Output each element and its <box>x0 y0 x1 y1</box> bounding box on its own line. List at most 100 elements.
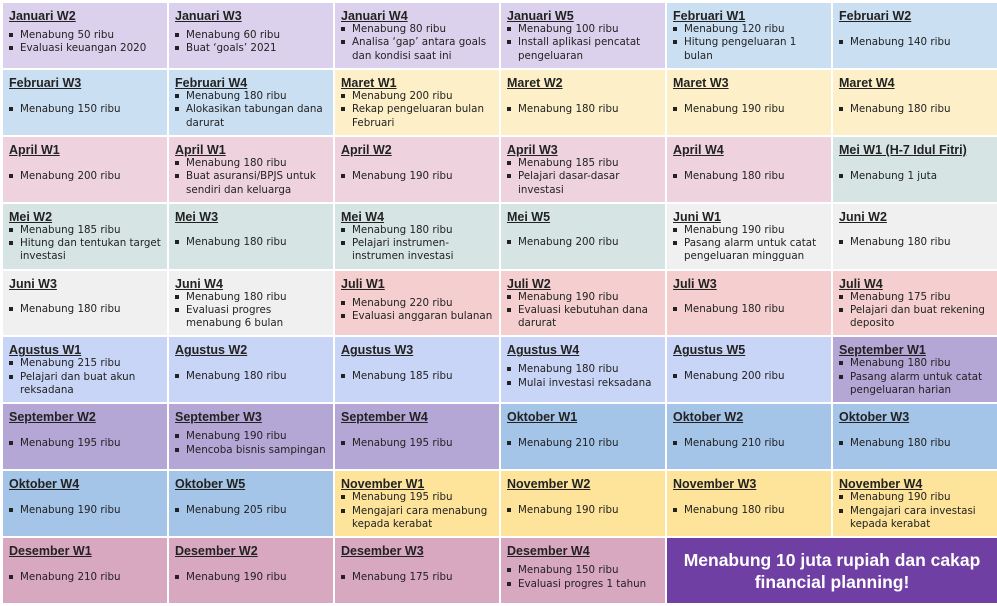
task-item: Menabung 220 ribu <box>341 297 495 310</box>
week-cell: Mei W2 Menabung 185 ribu Hitung dan tentuk… <box>3 203 167 269</box>
week-cell: Agustus W5 Menabung 200 ribu <box>667 337 831 403</box>
week-tasks: Menabung 190 ribu Evaluasi kebutuhan dana… <box>507 291 661 335</box>
week-title: Februari W4 <box>175 75 248 90</box>
week-title: Januari W2 <box>9 9 76 23</box>
week-cell: Februari W3 Menabung 150 ribu <box>3 69 167 135</box>
task-item: Install aplikasi pencatat pengeluaran <box>507 36 661 63</box>
week-title: Juli W3 <box>673 276 717 291</box>
week-cell: Februari W4 Menabung 180 ribu Alokasikan t… <box>169 69 333 135</box>
week-tasks: Menabung 210 ribu <box>9 558 163 601</box>
week-cell: Oktober W5 Menabung 205 ribu <box>169 471 333 537</box>
week-cell: Mei W5 Menabung 200 ribu <box>501 203 665 269</box>
week-title: Februari W1 <box>673 9 746 23</box>
task-item: Menabung 100 ribu <box>507 23 661 36</box>
task-list: Menabung 200 ribu <box>9 170 163 183</box>
task-item: Evaluasi anggaran bulanan <box>341 310 495 323</box>
week-title: April W4 <box>673 142 724 157</box>
week-tasks: Menabung 190 ribu Pasang alarm untuk cata… <box>673 224 827 268</box>
task-item: Menabung 50 ribu <box>9 29 163 42</box>
task-item: Evaluasi kebutuhan dana darurat <box>507 304 661 331</box>
task-item: Menabung 190 ribu <box>507 291 661 304</box>
week-tasks: Menabung 175 ribu Pelajari dan buat reken… <box>839 291 993 335</box>
week-title: November W2 <box>507 477 591 492</box>
week-cell: Januari W2 Menabung 50 ribu Evaluasi keuan… <box>3 3 167 68</box>
task-item: Rekap pengeluaran bulan Februari <box>341 103 495 130</box>
task-item: Menabung 190 ribu <box>839 491 993 504</box>
task-list: Menabung 200 ribu <box>507 236 661 249</box>
week-cell: Mei W1 (H-7 Idul Fitri) Menabung 1 juta <box>833 136 997 202</box>
week-cell: September W4 Menabung 195 ribu <box>335 404 499 470</box>
week-cell: Februari W1 Menabung 120 ribu Hitung penge… <box>667 3 831 68</box>
week-cell: April W2 Menabung 190 ribu <box>335 136 499 202</box>
week-title: Agustus W4 <box>507 343 580 358</box>
task-item: Menabung 150 ribu <box>507 564 661 577</box>
task-item: Menabung 200 ribu <box>341 90 495 103</box>
week-title: April W1 <box>175 142 226 157</box>
week-tasks: Menabung 190 ribu <box>175 558 329 601</box>
task-list: Menabung 190 ribu <box>507 504 661 517</box>
task-item: Menabung 190 ribu <box>175 430 329 443</box>
task-item: Menabung 120 ribu <box>673 23 827 36</box>
week-title: April W1 <box>9 142 60 157</box>
task-list: Menabung 190 ribu <box>341 170 495 183</box>
task-item: Menabung 190 ribu <box>341 170 495 183</box>
week-cell: Agustus W2 Menabung 180 ribu <box>169 337 333 403</box>
week-tasks: Menabung 205 ribu <box>175 491 329 534</box>
week-tasks: Menabung 100 ribu Install aplikasi pencat… <box>507 23 661 67</box>
task-item: Menabung 180 ribu <box>175 90 329 103</box>
week-tasks: Menabung 140 ribu <box>839 23 993 66</box>
task-list: Menabung 190 ribu Evaluasi kebutuhan dana… <box>507 291 661 331</box>
week-cell: Oktober W3 Menabung 180 ribu <box>833 404 997 470</box>
task-list: Menabung 190 ribu Mencoba bisnis sampinga… <box>175 430 329 457</box>
week-title: Januari W5 <box>507 9 574 23</box>
task-item: Menabung 190 ribu <box>673 103 827 116</box>
week-cell: Juni W2 Menabung 180 ribu <box>833 203 997 269</box>
task-item: Mengajari cara investasi kepada kerabat <box>839 505 993 532</box>
task-list: Menabung 180 ribu <box>673 504 827 517</box>
week-tasks: Menabung 185 ribu Pelajari dasar-dasar in… <box>507 157 661 201</box>
task-list: Menabung 185 ribu Hitung dan tentukan tar… <box>9 224 163 264</box>
task-item: Menabung 195 ribu <box>341 491 495 504</box>
task-item: Menabung 175 ribu <box>839 291 993 304</box>
week-cell: Juli W3 Menabung 180 ribu <box>667 270 831 336</box>
task-list: Menabung 180 ribu <box>839 437 993 450</box>
task-list: Menabung 190 ribu <box>673 103 827 116</box>
week-cell: September W2 Menabung 195 ribu <box>3 404 167 470</box>
week-title: Agustus W3 <box>341 343 414 358</box>
task-item: Menabung 210 ribu <box>9 571 163 584</box>
task-item: Menabung 195 ribu <box>341 437 495 450</box>
week-tasks: Menabung 180 ribu <box>175 224 329 267</box>
task-list: Menabung 100 ribu Install aplikasi pencat… <box>507 23 661 63</box>
week-tasks: Menabung 190 ribu <box>673 90 827 133</box>
week-cell: Juni W1 Menabung 190 ribu Pasang alarm unt… <box>667 203 831 269</box>
task-list: Menabung 1 juta <box>839 170 993 183</box>
task-item: Menabung 215 ribu <box>9 357 163 370</box>
week-cell: April W1 Menabung 180 ribu Buat asuransi/B… <box>169 136 333 202</box>
task-list: Menabung 120 ribu Hitung pengeluaran 1 bu… <box>673 23 827 63</box>
week-tasks: Menabung 195 ribu <box>9 424 163 467</box>
task-item: Menabung 180 ribu <box>175 236 329 249</box>
task-list: Menabung 180 ribu Pasang alarm untuk cata… <box>839 357 993 397</box>
week-cell: Agustus W1 Menabung 215 ribu Pelajari dan … <box>3 337 167 403</box>
week-cell: April W4 Menabung 180 ribu <box>667 136 831 202</box>
task-item: Menabung 180 ribu <box>839 357 993 370</box>
week-tasks: Menabung 200 ribu <box>673 357 827 400</box>
task-list: Menabung 50 ribu Evaluasi keuangan 2020 <box>9 29 163 56</box>
task-item: Mengajari cara menabung kepada kerabat <box>341 505 495 532</box>
week-cell: Desember W4 Menabung 150 ribu Evaluasi pro… <box>501 538 665 603</box>
week-cell: November W1 Menabung 195 ribu Mengajari ca… <box>335 471 499 537</box>
week-title: Mei W4 <box>341 209 385 224</box>
week-title: Maret W1 <box>341 75 397 90</box>
week-title: Mei W2 <box>9 209 53 224</box>
week-tasks: Menabung 200 ribu <box>507 224 661 267</box>
week-tasks: Menabung 180 ribu Alokasikan tabungan dan… <box>175 90 329 134</box>
week-cell: November W2 Menabung 190 ribu <box>501 471 665 537</box>
task-item: Menabung 210 ribu <box>507 437 661 450</box>
week-cell: Januari W3 Menabung 60 ribu Buat ‘goals’ 2… <box>169 3 333 68</box>
task-item: Menabung 150 ribu <box>9 103 163 116</box>
task-list: Menabung 190 ribu <box>175 571 329 584</box>
week-title: Februari W3 <box>9 75 82 90</box>
week-cell: Agustus W3 Menabung 185 ribu <box>335 337 499 403</box>
week-tasks: Menabung 190 ribu <box>341 157 495 200</box>
task-item: Menabung 1 juta <box>839 170 993 183</box>
